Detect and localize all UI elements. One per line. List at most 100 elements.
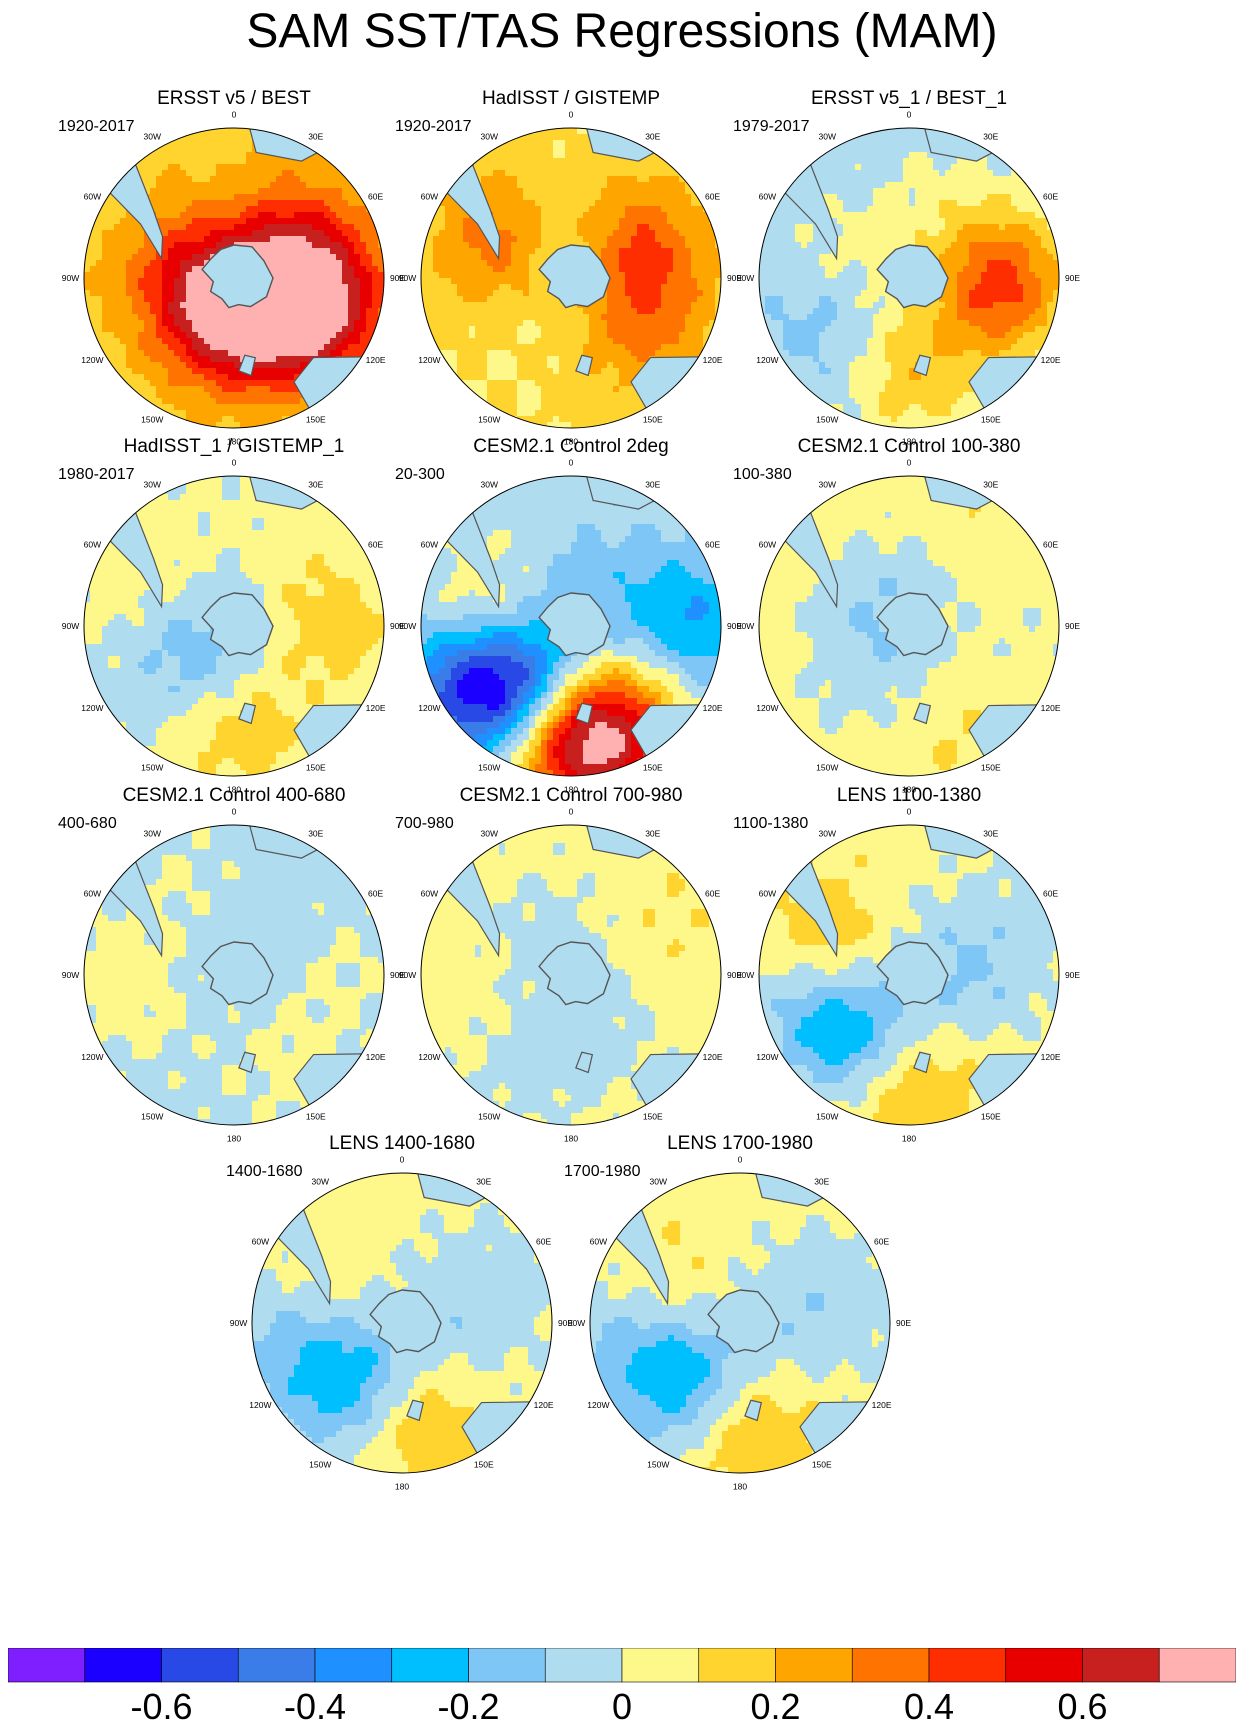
contour-cell (625, 308, 632, 315)
contour-cell (679, 188, 686, 195)
contour-cell (559, 170, 566, 177)
contour-cell (240, 146, 247, 153)
contour-cell (210, 380, 217, 387)
contour-cell (601, 338, 608, 345)
contour-cell (294, 320, 301, 327)
contour-cell (673, 242, 680, 249)
contour-cell (691, 278, 698, 285)
contour-cell (204, 416, 211, 423)
contour-cell (679, 224, 686, 231)
contour-cell (625, 374, 632, 381)
contour-cell (330, 332, 337, 339)
contour-cell (204, 230, 211, 237)
contour-cell (300, 236, 307, 243)
contour-cell (318, 182, 325, 189)
contour-cell (505, 212, 512, 219)
contour-cell (505, 182, 512, 189)
contour-cell (336, 194, 343, 201)
contour-cell (318, 272, 325, 279)
contour-cell (120, 356, 127, 363)
contour-cell (120, 332, 127, 339)
contour-cell (463, 344, 470, 351)
contour-cell (216, 386, 223, 393)
contour-cell (673, 332, 680, 339)
contour-cell (234, 146, 241, 153)
contour-cell (951, 224, 958, 231)
contour-cell (559, 416, 566, 423)
contour-cell (150, 380, 157, 387)
contour-cell (192, 152, 199, 159)
contour-cell (216, 362, 223, 369)
contour-cell (222, 326, 229, 333)
contour-cell (1041, 224, 1048, 231)
contour-cell (523, 320, 530, 327)
contour-cell (831, 194, 838, 201)
contour-cell (354, 368, 361, 375)
contour-cell (849, 236, 856, 243)
contour-cell (499, 212, 506, 219)
contour-cell (601, 236, 608, 243)
contour-cell (559, 338, 566, 345)
contour-cell (222, 356, 229, 363)
contour-cell (246, 326, 253, 333)
contour-cell (270, 314, 277, 321)
contour-cell (685, 260, 692, 267)
contour-cell (571, 134, 578, 141)
contour-cell (318, 218, 325, 225)
contour-cell (601, 248, 608, 255)
contour-cell (318, 236, 325, 243)
contour-cell (252, 176, 259, 183)
contour-cell (180, 374, 187, 381)
contour-cell (144, 392, 151, 399)
contour-cell (324, 350, 331, 357)
contour-cell (993, 200, 1000, 207)
contour-cell (703, 242, 710, 249)
contour-cell (264, 170, 271, 177)
contour-cell (451, 338, 458, 345)
contour-cell (637, 278, 644, 285)
contour-cell (547, 356, 554, 363)
contour-cell (234, 134, 241, 141)
contour-cell (168, 212, 175, 219)
contour-cell (619, 284, 626, 291)
contour-cell (300, 224, 307, 231)
contour-cell (709, 266, 716, 273)
contour-cell (607, 200, 614, 207)
contour-cell (90, 254, 97, 261)
contour-cell (903, 170, 910, 177)
contour-cell (270, 320, 277, 327)
contour-cell (505, 374, 512, 381)
contour-cell (174, 146, 181, 153)
contour-cell (120, 290, 127, 297)
contour-cell (517, 320, 524, 327)
contour-cell (885, 194, 892, 201)
contour-cell (565, 212, 572, 219)
contour-cell (517, 188, 524, 195)
contour-cell (685, 314, 692, 321)
contour-cell (523, 284, 530, 291)
contour-cell (571, 230, 578, 237)
contour-cell (451, 296, 458, 303)
contour-cell (945, 182, 952, 189)
contour-cell (1011, 182, 1018, 189)
contour-cell (487, 182, 494, 189)
contour-cell (589, 236, 596, 243)
contour-cell (312, 218, 319, 225)
contour-cell (216, 332, 223, 339)
contour-cell (168, 182, 175, 189)
contour-cell (204, 332, 211, 339)
contour-cell (300, 290, 307, 297)
contour-cell (589, 338, 596, 345)
contour-cell (210, 386, 217, 393)
contour-cell (849, 206, 856, 213)
contour-cell (114, 302, 121, 309)
contour-cell (90, 272, 97, 279)
contour-cell (270, 344, 277, 351)
contour-cell (921, 164, 928, 171)
contour-cell (553, 416, 560, 423)
contour-cell (156, 182, 163, 189)
contour-cell (186, 278, 193, 285)
contour-cell (571, 188, 578, 195)
contour-cell (270, 332, 277, 339)
contour-cell (276, 128, 283, 135)
